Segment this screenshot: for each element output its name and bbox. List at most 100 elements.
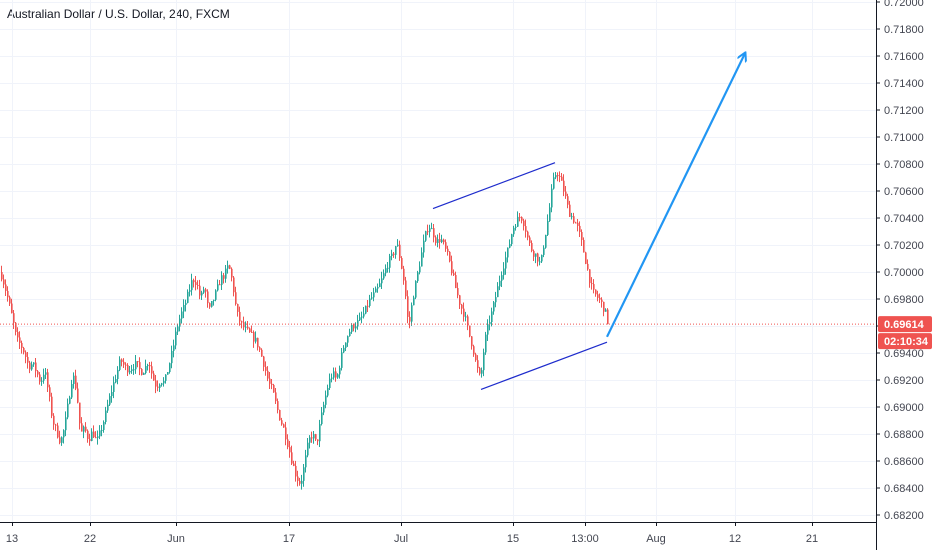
bullish-candle [483, 352, 485, 371]
bearish-candle [443, 239, 445, 243]
bullish-candle [215, 290, 217, 300]
bearish-candle [77, 388, 79, 403]
bearish-candle [283, 424, 285, 428]
bearish-candle [47, 372, 49, 388]
bullish-candle [505, 257, 507, 269]
bullish-candle [493, 302, 495, 312]
bullish-candle [503, 268, 505, 276]
bullish-candle [203, 289, 205, 293]
bullish-candle [359, 317, 361, 321]
countdown-badge: 02:10:34 [878, 333, 932, 350]
bearish-candle [583, 239, 585, 253]
bullish-candle [373, 292, 375, 298]
bullish-candle [113, 382, 115, 392]
bearish-candle [3, 279, 5, 285]
bullish-candle [545, 234, 547, 248]
bullish-candle [391, 253, 393, 256]
bearish-candle [87, 430, 89, 439]
bullish-candle [495, 297, 497, 303]
bearish-candle [447, 248, 449, 252]
bearish-candle [1, 272, 3, 280]
bearish-candle [249, 328, 251, 332]
bullish-candle [321, 412, 323, 425]
bearish-candle [439, 239, 441, 243]
bearish-candle [35, 362, 37, 372]
bullish-candle [165, 374, 167, 381]
bearish-candle [477, 360, 479, 369]
bullish-candle [331, 377, 333, 379]
bearish-candle [151, 366, 153, 374]
bullish-candle [225, 268, 227, 279]
channel-lower-line [480, 341, 608, 391]
bullish-candle [341, 352, 343, 368]
bearish-candle [603, 301, 605, 312]
price-axis[interactable]: 0.72000 0.71800 0.71600 0.71400 0.71200 0.710… [876, 0, 924, 522]
bullish-candle [369, 298, 371, 306]
bearish-candle [231, 268, 233, 278]
price-tick-label: 0.69800 [884, 294, 924, 306]
bearish-candle [311, 437, 313, 439]
bearish-candle [587, 263, 589, 270]
bearish-candle [285, 427, 287, 440]
bullish-candle [605, 309, 607, 312]
bearish-candle [569, 204, 571, 217]
bearish-candle [315, 434, 317, 440]
bullish-candle [415, 281, 417, 298]
bearish-candle [251, 331, 253, 333]
bearish-candle [427, 231, 429, 233]
bearish-candle [137, 361, 139, 363]
bearish-candle [471, 336, 473, 347]
bearish-candle [409, 316, 411, 322]
bullish-candle [385, 268, 387, 274]
bullish-candle [167, 372, 169, 375]
bullish-candle [115, 379, 117, 383]
bullish-candle [363, 313, 365, 317]
bullish-candle [217, 284, 219, 291]
bullish-candle [189, 290, 191, 292]
price-tick-label: 0.70400 [884, 213, 924, 225]
bullish-candle [301, 480, 303, 484]
drawings[interactable] [432, 53, 745, 391]
bearish-candle [401, 258, 403, 269]
countdown-label: 02:10:34 [884, 336, 929, 348]
bullish-candle [163, 380, 165, 384]
bearish-candle [121, 359, 123, 362]
bearish-candle [533, 250, 535, 257]
bullish-candle [411, 305, 413, 322]
bullish-candle [109, 396, 111, 405]
bullish-candle [117, 369, 119, 380]
bullish-candle [91, 431, 93, 442]
bearish-candle [265, 366, 267, 371]
bullish-candle [345, 342, 347, 348]
bearish-candle [273, 385, 275, 393]
bearish-candle [271, 383, 273, 386]
bearish-candle [521, 217, 523, 221]
bearish-candle [81, 423, 83, 432]
bullish-candle [65, 417, 67, 431]
price-tick-label: 0.69200 [884, 375, 924, 387]
bullish-candle [43, 374, 45, 381]
bearish-candle [575, 222, 577, 224]
bearish-candle [519, 216, 521, 218]
bullish-candle [437, 239, 439, 243]
bearish-candle [195, 282, 197, 285]
bullish-candle [101, 429, 103, 431]
bearish-candle [53, 415, 55, 425]
bullish-candle [201, 292, 203, 296]
bearish-candle [25, 352, 27, 357]
time-tick-label: 15 [507, 533, 519, 545]
time-axis[interactable]: 13 22 Jun 17 Jul 15 13:00 Aug 12 21 [6, 522, 818, 545]
bearish-candle [563, 180, 565, 192]
bullish-candle [337, 374, 339, 378]
bullish-candle [347, 336, 349, 343]
bullish-candle [73, 375, 75, 385]
bearish-candle [39, 374, 41, 382]
bearish-candle [123, 361, 125, 365]
time-tick-label: 17 [283, 533, 295, 545]
bearish-candle [29, 362, 31, 370]
bearish-candle [267, 370, 269, 379]
bearish-candle [537, 253, 539, 262]
bullish-candle [61, 437, 63, 443]
bearish-candle [335, 371, 337, 378]
